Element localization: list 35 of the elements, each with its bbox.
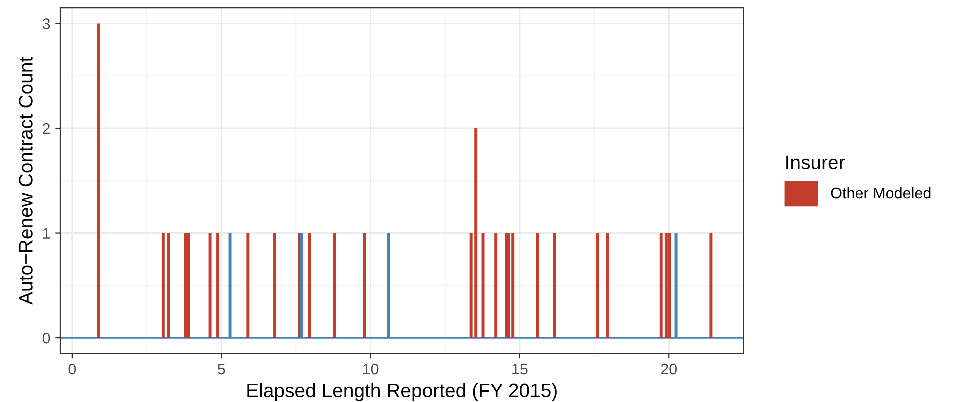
bar bbox=[162, 233, 165, 338]
bar bbox=[308, 233, 312, 338]
x-tick-label: 5 bbox=[218, 364, 226, 375]
bar bbox=[363, 233, 366, 338]
y-tick-label: 0 bbox=[42, 332, 50, 344]
x-tick-label: 15 bbox=[512, 364, 528, 375]
x-axis-title: Elapsed Length Reported (FY 2015) bbox=[248, 383, 557, 402]
bar bbox=[216, 233, 220, 338]
bar bbox=[187, 233, 190, 338]
y-tick-label: 3 bbox=[42, 18, 50, 30]
bar bbox=[246, 233, 250, 338]
x-tick-label: 10 bbox=[363, 364, 379, 375]
bar bbox=[184, 233, 188, 338]
bar bbox=[167, 233, 170, 338]
bar bbox=[596, 233, 600, 338]
x-tick-label: 0 bbox=[68, 364, 76, 375]
y-axis-title: Auto−Renew Contract Count bbox=[19, 57, 33, 305]
x-tick-label: 20 bbox=[661, 364, 678, 375]
bar bbox=[482, 233, 485, 338]
y-tick-label: 1 bbox=[43, 228, 50, 239]
bar bbox=[536, 233, 540, 338]
bar bbox=[208, 233, 212, 338]
bar bbox=[710, 233, 713, 338]
bar bbox=[660, 233, 663, 338]
legend-label: Other Modeled bbox=[831, 187, 931, 199]
bar bbox=[274, 233, 277, 338]
bar bbox=[333, 233, 336, 338]
bar bbox=[606, 233, 610, 338]
bar bbox=[668, 233, 672, 338]
y-tick-label: 2 bbox=[43, 123, 50, 134]
bar bbox=[97, 24, 100, 338]
bar bbox=[664, 233, 668, 338]
legend-title: Insurer bbox=[786, 156, 845, 170]
bar bbox=[553, 233, 556, 338]
bar bbox=[494, 233, 498, 338]
